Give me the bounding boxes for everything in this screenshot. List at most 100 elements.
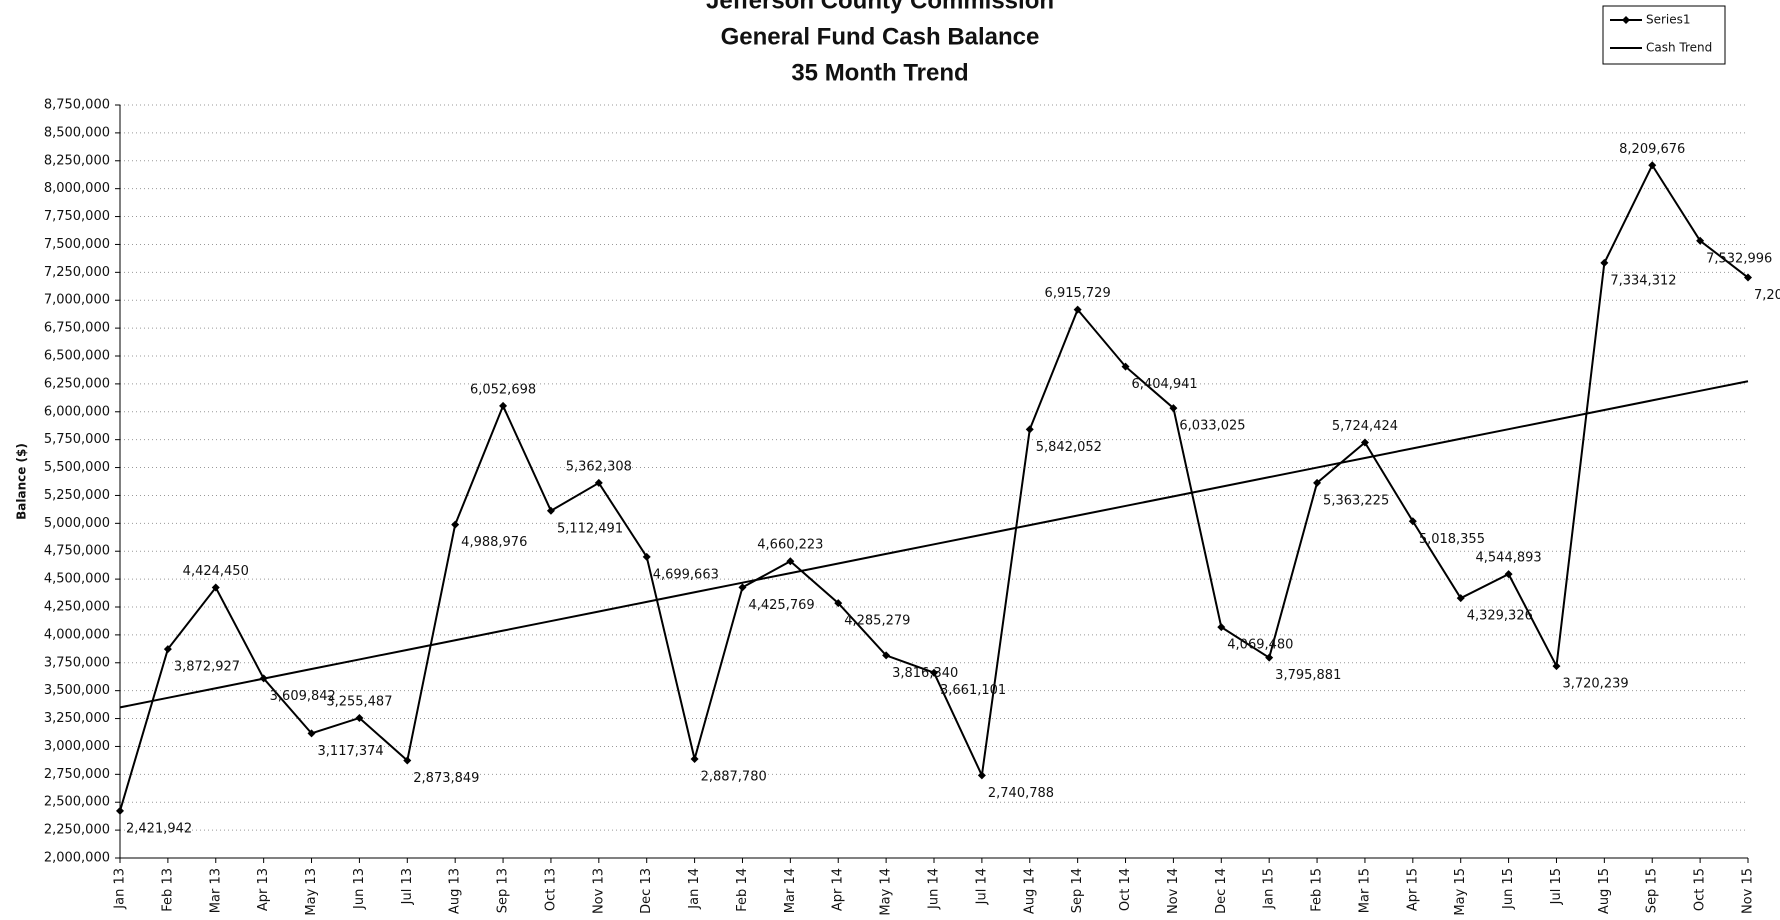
y-tick-label: 2,250,000 bbox=[44, 823, 110, 838]
x-tick-label: Apr 14 bbox=[831, 868, 846, 911]
data-label: 3,117,374 bbox=[318, 744, 384, 759]
y-tick-label: 6,250,000 bbox=[44, 376, 110, 391]
data-label: 4,424,450 bbox=[183, 564, 249, 579]
data-point bbox=[1121, 362, 1130, 371]
y-axis-label: Balance ($) bbox=[15, 443, 29, 520]
y-tick-label: 5,250,000 bbox=[44, 488, 110, 503]
y-tick-label: 7,250,000 bbox=[44, 265, 110, 280]
x-tick-label: May 13 bbox=[304, 868, 319, 916]
x-tick-label: Apr 13 bbox=[256, 868, 271, 911]
x-tick-label: Jun 14 bbox=[927, 868, 942, 910]
data-label: 5,362,308 bbox=[566, 459, 632, 474]
x-tick-label: Nov 13 bbox=[591, 868, 606, 914]
y-tick-label: 7,500,000 bbox=[44, 237, 110, 252]
data-point bbox=[211, 583, 220, 592]
data-label: 5,724,424 bbox=[1332, 419, 1398, 434]
data-point bbox=[451, 520, 460, 529]
data-label: 4,285,279 bbox=[844, 614, 910, 629]
data-point bbox=[1313, 478, 1322, 487]
data-point bbox=[1025, 425, 1034, 434]
data-point bbox=[690, 754, 699, 763]
x-tick-label: Dec 14 bbox=[1214, 868, 1229, 914]
y-tick-label: 5,750,000 bbox=[44, 432, 110, 447]
data-point bbox=[1360, 438, 1369, 447]
x-tick-label: May 14 bbox=[879, 868, 894, 916]
x-tick-label: Nov 15 bbox=[1741, 868, 1756, 914]
data-point bbox=[642, 552, 651, 561]
data-label: 8,209,676 bbox=[1619, 142, 1685, 157]
x-tick-label: Sep 15 bbox=[1645, 868, 1660, 913]
data-label: 4,329,326 bbox=[1467, 609, 1533, 624]
data-label: 2,421,942 bbox=[126, 821, 192, 836]
y-tick-label: 8,000,000 bbox=[44, 181, 110, 196]
data-point bbox=[1504, 570, 1513, 579]
data-label: 3,816,340 bbox=[892, 666, 958, 681]
data-point bbox=[403, 756, 412, 765]
x-tick-label: Oct 13 bbox=[543, 868, 558, 911]
y-tick-label: 3,750,000 bbox=[44, 655, 110, 670]
y-tick-label: 3,500,000 bbox=[44, 683, 110, 698]
y-tick-label: 6,000,000 bbox=[44, 404, 110, 419]
y-tick-label: 2,000,000 bbox=[44, 851, 110, 866]
data-label: 2,887,780 bbox=[701, 769, 767, 784]
y-tick-label: 6,500,000 bbox=[44, 349, 110, 364]
y-tick-label: 8,750,000 bbox=[44, 98, 110, 113]
x-tick-label: Dec 13 bbox=[639, 868, 654, 914]
data-point bbox=[738, 583, 747, 592]
x-tick-label: May 15 bbox=[1453, 868, 1468, 916]
x-tick-label: Sep 13 bbox=[496, 868, 511, 913]
x-tick-label: Feb 14 bbox=[735, 868, 750, 912]
x-tick-label: Sep 14 bbox=[1070, 868, 1085, 913]
y-tick-label: 4,250,000 bbox=[44, 600, 110, 615]
data-point bbox=[882, 651, 891, 660]
data-label: 4,544,893 bbox=[1476, 551, 1542, 566]
data-label: 7,532,996 bbox=[1706, 251, 1772, 266]
data-label: 2,740,788 bbox=[988, 786, 1054, 801]
data-label: 7,334,312 bbox=[1610, 273, 1676, 288]
data-point bbox=[1408, 517, 1417, 526]
data-point bbox=[116, 806, 124, 815]
y-tick-label: 4,500,000 bbox=[44, 572, 110, 587]
data-label: 4,988,976 bbox=[461, 535, 527, 550]
data-label: 3,720,239 bbox=[1562, 677, 1628, 692]
data-label: 4,660,223 bbox=[757, 538, 823, 553]
x-tick-label: Jan 13 bbox=[113, 868, 128, 910]
data-label: 4,069,480 bbox=[1227, 638, 1293, 653]
data-point bbox=[307, 729, 316, 738]
y-tick-label: 2,500,000 bbox=[44, 795, 110, 810]
x-tick-label: Oct 14 bbox=[1118, 868, 1133, 911]
data-point bbox=[546, 506, 555, 515]
x-tick-label: Nov 14 bbox=[1166, 868, 1181, 914]
x-tick-label: Aug 13 bbox=[448, 868, 463, 914]
y-tick-label: 5,000,000 bbox=[44, 516, 110, 531]
x-tick-label: Mar 15 bbox=[1357, 868, 1372, 913]
chart-title: General Fund Cash Balance bbox=[721, 23, 1040, 50]
chart-title: Jefferson County Commission bbox=[706, 0, 1054, 14]
data-point bbox=[594, 478, 603, 487]
data-label: 6,404,941 bbox=[1132, 377, 1198, 392]
data-label: 3,872,927 bbox=[174, 660, 240, 675]
x-tick-label: Jul 15 bbox=[1549, 868, 1564, 905]
data-label: 6,052,698 bbox=[470, 382, 536, 397]
x-tick-label: Jul 14 bbox=[974, 868, 989, 905]
x-tick-label: Feb 15 bbox=[1310, 868, 1325, 912]
data-point bbox=[1552, 662, 1561, 671]
y-tick-label: 4,000,000 bbox=[44, 627, 110, 642]
data-point bbox=[1456, 594, 1465, 603]
legend-box bbox=[1602, 5, 1726, 65]
data-label: 5,018,355 bbox=[1419, 532, 1485, 547]
data-point bbox=[1648, 161, 1657, 170]
y-tick-label: 3,000,000 bbox=[44, 739, 110, 754]
data-point bbox=[1169, 404, 1178, 413]
y-tick-label: 5,500,000 bbox=[44, 460, 110, 475]
y-tick-label: 7,000,000 bbox=[44, 293, 110, 308]
series-line bbox=[119, 380, 1749, 709]
x-tick-label: Jul 13 bbox=[400, 868, 415, 905]
data-label: 2,873,849 bbox=[413, 771, 479, 786]
x-tick-label: Jun 13 bbox=[352, 868, 367, 910]
data-point bbox=[1600, 258, 1609, 267]
x-tick-label: Oct 15 bbox=[1693, 868, 1708, 911]
y-tick-label: 7,750,000 bbox=[44, 209, 110, 224]
